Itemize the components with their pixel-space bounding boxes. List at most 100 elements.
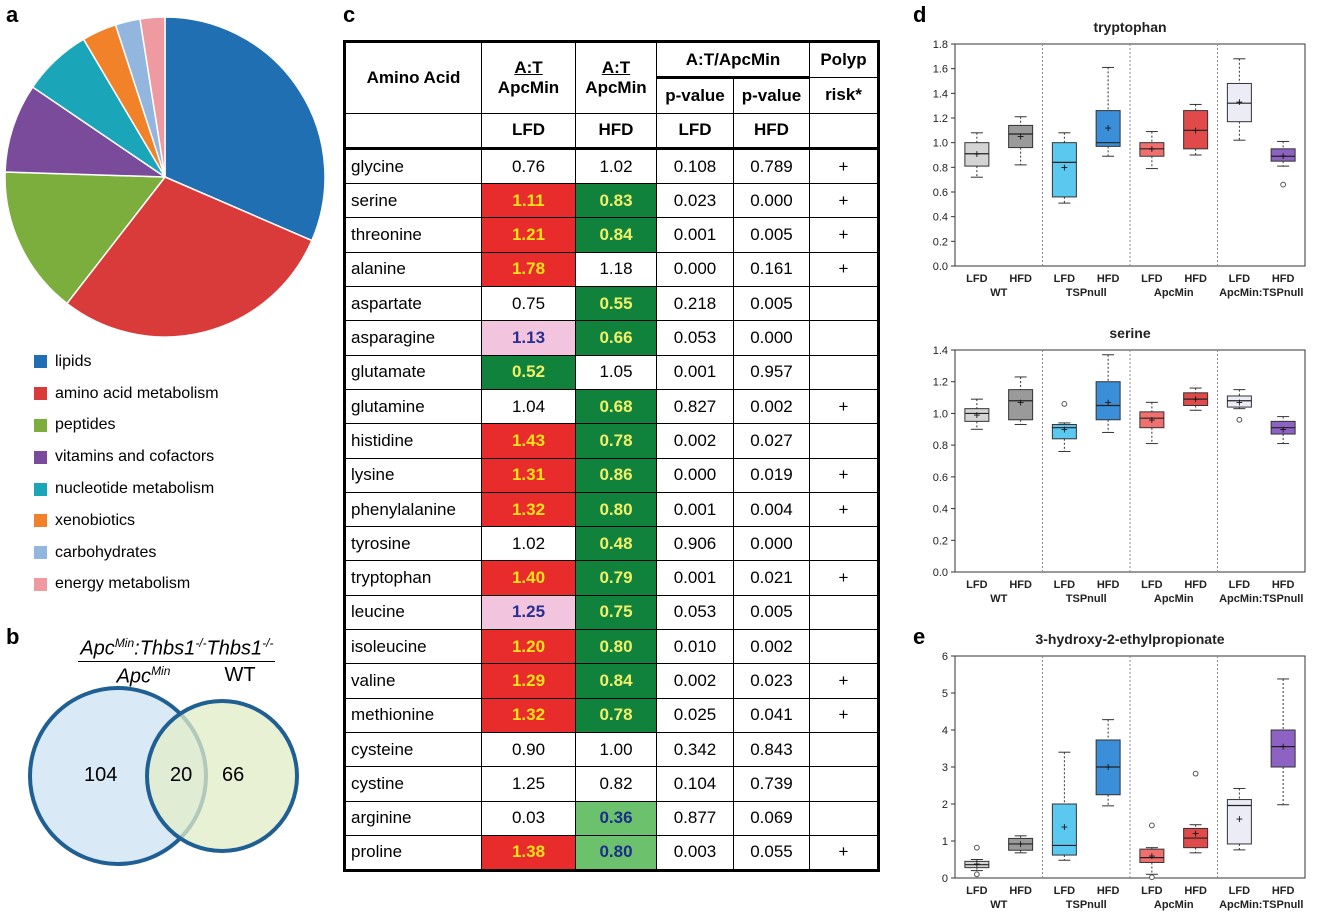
polyp-risk-cell bbox=[809, 320, 879, 356]
hfd-ratio-cell: 0.68 bbox=[575, 388, 657, 425]
polyp-risk-cell: + bbox=[809, 183, 879, 219]
legend-swatch bbox=[34, 546, 47, 560]
box bbox=[1270, 148, 1296, 162]
venn-left-header-rest: :Thbs1 bbox=[134, 637, 196, 660]
legend-item: xenobiotics bbox=[34, 505, 219, 537]
table-row: glycine 0.76 1.02 0.108 0.789 + bbox=[344, 147, 879, 185]
y-tick-label: 6 bbox=[942, 651, 948, 663]
box bbox=[1139, 848, 1165, 863]
x-tick-label: HFD bbox=[1097, 579, 1120, 591]
lfd-ratio-cell: 1.78 bbox=[481, 251, 576, 288]
box bbox=[1226, 799, 1252, 845]
hfd-ratio-cell: 1.18 bbox=[575, 251, 657, 288]
outlier-point bbox=[1192, 770, 1199, 777]
y-tick-label: 1.0 bbox=[933, 138, 948, 150]
amino-acid-name: methionine bbox=[344, 697, 482, 733]
table-row: alanine 1.78 1.18 0.000 0.161 + bbox=[344, 251, 879, 288]
pvalue-hfd-cell: 0.005 bbox=[733, 217, 810, 253]
pvalue-lfd-cell: 0.218 bbox=[656, 286, 734, 322]
mean-marker: + bbox=[1148, 849, 1155, 863]
legend-label: peptides bbox=[55, 416, 116, 434]
lfd-ratio-cell: 0.52 bbox=[481, 354, 576, 390]
mean-marker: + bbox=[1280, 149, 1287, 163]
mean-marker: + bbox=[1017, 837, 1024, 851]
table-row: aspartate 0.75 0.55 0.218 0.005 bbox=[344, 286, 879, 322]
polyp-risk-cell bbox=[809, 800, 879, 836]
table-row: tryptophan 1.40 0.79 0.001 0.021 + bbox=[344, 560, 879, 596]
panel-label-d: d bbox=[913, 2, 927, 27]
y-tick-label: 0 bbox=[942, 873, 948, 885]
mean-marker: + bbox=[1280, 422, 1287, 436]
y-tick-label: 1.0 bbox=[933, 408, 948, 420]
mean-marker: + bbox=[1017, 130, 1024, 144]
table-row: leucine 1.25 0.75 0.053 0.005 bbox=[344, 594, 879, 631]
legend-swatch bbox=[34, 450, 47, 464]
table-row: histidine 1.43 0.78 0.002 0.027 bbox=[344, 423, 879, 459]
amino-acid-name: serine bbox=[344, 183, 482, 219]
header-lfd-ratio-top: A:T bbox=[514, 57, 543, 77]
polyp-risk-cell: + bbox=[809, 663, 879, 699]
x-tick-label: LFD bbox=[1229, 885, 1250, 897]
legend-label: energy metabolism bbox=[55, 575, 191, 593]
boxplot-3-hydroxy-2-ethylpropionate: 3-hydroxy-2-ethylpropionate 0 1 2 3 4 5 6 + LFD + H… bbox=[942, 631, 1306, 911]
outlier-point bbox=[1148, 874, 1155, 881]
pvalue-hfd-cell: 0.843 bbox=[733, 731, 810, 768]
box bbox=[1051, 803, 1077, 856]
y-tick-label: 4 bbox=[942, 725, 948, 737]
x-tick-label: HFD bbox=[1009, 273, 1032, 285]
hfd-ratio-cell: 1.00 bbox=[575, 731, 657, 768]
pvalue-lfd-cell: 0.104 bbox=[656, 766, 734, 802]
group-label: TSPnull bbox=[1066, 287, 1107, 299]
outlier-point bbox=[1236, 416, 1243, 423]
pvalue-lfd-cell: 0.906 bbox=[656, 526, 734, 562]
venn-right-count: 66 bbox=[222, 764, 245, 786]
pvalue-hfd-cell: 0.000 bbox=[733, 320, 810, 356]
hfd-ratio-cell: 0.83 bbox=[575, 183, 657, 219]
pvalue-hfd-cell: 0.019 bbox=[733, 457, 810, 493]
pvalue-hfd-cell: 0.739 bbox=[733, 766, 810, 802]
boxplot-serine: serine 0.0 0.2 0.4 0.6 0.8 1.0 1.2 1.4 + LFD + HFD + L… bbox=[933, 325, 1306, 605]
x-tick-label: LFD bbox=[1229, 579, 1250, 591]
x-tick-label: LFD bbox=[966, 579, 987, 591]
lfd-ratio-cell: 1.40 bbox=[481, 560, 576, 596]
x-tick-label: HFD bbox=[1184, 885, 1207, 897]
legend-item: nucleotide metabolism bbox=[34, 473, 219, 505]
pvalue-lfd-cell: 0.000 bbox=[656, 251, 734, 288]
x-tick-label: HFD bbox=[1009, 885, 1032, 897]
venn-circle-right bbox=[145, 699, 299, 853]
pvalue-lfd-cell: 0.108 bbox=[656, 147, 734, 185]
box bbox=[1095, 110, 1121, 147]
amino-acid-name: glycine bbox=[344, 147, 482, 185]
box bbox=[1270, 729, 1296, 768]
table-row: proline 1.38 0.80 0.003 0.055 + bbox=[344, 834, 879, 872]
pie-slice bbox=[65, 176, 313, 338]
box bbox=[1183, 110, 1209, 150]
mean-marker: + bbox=[1236, 812, 1243, 826]
outlier-point bbox=[973, 844, 980, 851]
pvalue-lfd-cell: 0.001 bbox=[656, 560, 734, 596]
pie-slice bbox=[4, 171, 167, 305]
lfd-ratio-cell: 1.32 bbox=[481, 697, 576, 733]
mean-marker: + bbox=[1236, 395, 1243, 409]
legend-label: xenobiotics bbox=[55, 511, 136, 529]
group-label: TSPnull bbox=[1066, 899, 1107, 911]
pvalue-hfd-cell: 0.004 bbox=[733, 491, 810, 528]
x-tick-label: LFD bbox=[966, 273, 987, 285]
box bbox=[964, 408, 990, 422]
group-label: ApcMin:TSPnull bbox=[1219, 593, 1303, 605]
group-label: ApcMin:TSPnull bbox=[1219, 899, 1303, 911]
x-tick-label: HFD bbox=[1184, 579, 1207, 591]
x-tick-label: HFD bbox=[1272, 885, 1295, 897]
header-hfd-ratio-top: A:T bbox=[601, 57, 631, 77]
pvalue-lfd-cell: 0.877 bbox=[656, 800, 734, 836]
mean-marker: + bbox=[973, 857, 980, 871]
y-tick-label: 1.2 bbox=[933, 377, 948, 389]
hfd-ratio-cell: 0.78 bbox=[575, 423, 657, 459]
lfd-ratio-cell: 1.32 bbox=[481, 491, 576, 528]
panel-label-b: b bbox=[6, 624, 20, 649]
pie-chart bbox=[4, 16, 326, 338]
y-tick-label: 0.4 bbox=[933, 212, 948, 224]
group-label: ApcMin:TSPnull bbox=[1219, 287, 1303, 299]
y-tick-label: 0.6 bbox=[933, 472, 948, 484]
header-sub-empty bbox=[344, 112, 482, 149]
